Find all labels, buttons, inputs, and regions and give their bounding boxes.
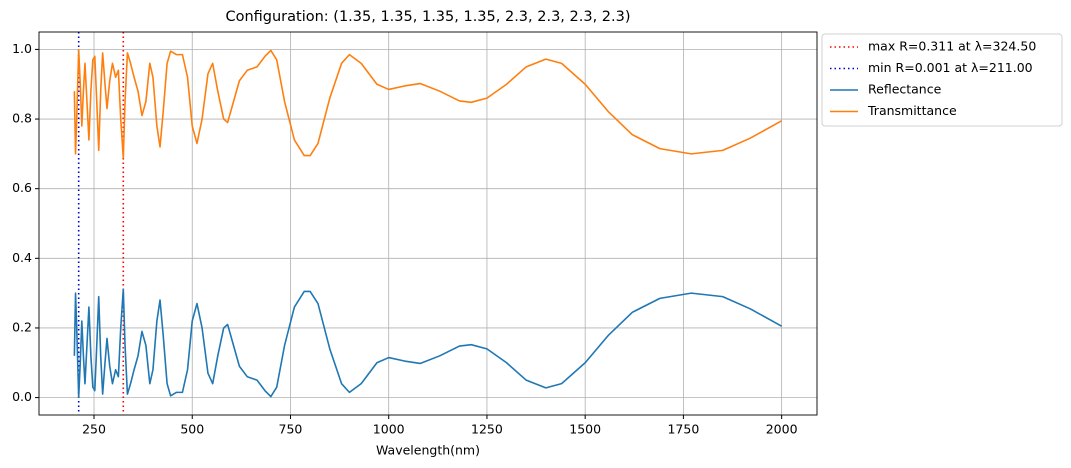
y-tick-label: 0.0 [12, 389, 32, 404]
y-tick-label: 0.2 [12, 319, 32, 334]
legend-label: min R=0.001 at λ=211.00 [868, 60, 1033, 75]
x-tick-label: 500 [180, 422, 204, 437]
x-tick-label: 1250 [471, 422, 503, 437]
chart-title: Configuration: (1.35, 1.35, 1.35, 1.35, … [225, 9, 630, 25]
x-tick-label: 2000 [766, 422, 798, 437]
y-tick-label: 0.4 [12, 250, 32, 265]
legend-label: Transmittance [867, 103, 957, 118]
legend-label: max R=0.311 at λ=324.50 [868, 39, 1036, 54]
y-tick-label: 0.6 [12, 180, 32, 195]
x-axis-label: Wavelength(nm) [376, 443, 480, 458]
series-line [73, 288, 783, 399]
series-line [73, 48, 783, 159]
x-tick-label: 250 [82, 422, 106, 437]
y-tick-label: 0.8 [12, 111, 32, 126]
x-tick-label: 1000 [373, 422, 405, 437]
x-tick-label: 1750 [667, 422, 699, 437]
x-tick-label: 1500 [569, 422, 601, 437]
legend-box [821, 33, 1063, 127]
plot-frame [38, 31, 818, 416]
y-tick-label: 1.0 [12, 41, 32, 56]
x-tick-label: 750 [279, 422, 303, 437]
legend-label: Reflectance [868, 82, 942, 97]
